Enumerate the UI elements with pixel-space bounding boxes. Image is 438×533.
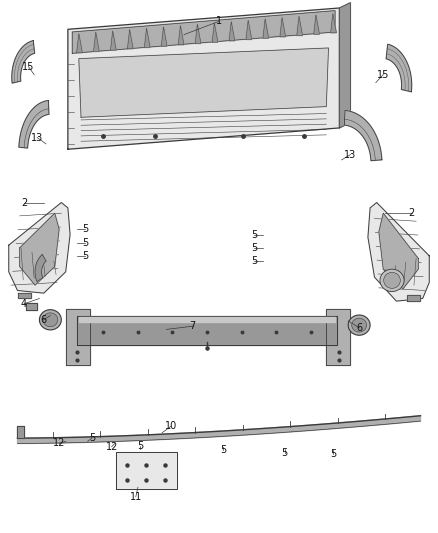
Polygon shape	[18, 416, 420, 443]
Polygon shape	[72, 11, 335, 53]
Ellipse shape	[384, 272, 400, 288]
Text: 15: 15	[22, 62, 35, 71]
Text: 5: 5	[282, 448, 288, 458]
Text: 5: 5	[251, 243, 257, 253]
Text: 11: 11	[130, 492, 142, 502]
Text: 13: 13	[344, 150, 357, 159]
Polygon shape	[26, 303, 37, 310]
Polygon shape	[79, 48, 328, 117]
Polygon shape	[263, 19, 268, 38]
Polygon shape	[12, 41, 35, 83]
Polygon shape	[379, 213, 418, 289]
Polygon shape	[145, 28, 150, 47]
Polygon shape	[331, 14, 336, 33]
Polygon shape	[9, 203, 70, 293]
Text: 5: 5	[82, 238, 88, 247]
Polygon shape	[297, 17, 303, 36]
Text: 15: 15	[377, 70, 389, 79]
Polygon shape	[77, 34, 82, 53]
Polygon shape	[79, 317, 335, 322]
Polygon shape	[344, 110, 382, 161]
Polygon shape	[17, 426, 24, 438]
Polygon shape	[161, 27, 167, 46]
Polygon shape	[94, 33, 99, 52]
Polygon shape	[195, 25, 201, 44]
Text: 5: 5	[137, 441, 143, 450]
Polygon shape	[77, 316, 337, 345]
Text: 7: 7	[190, 321, 196, 331]
Polygon shape	[314, 15, 319, 34]
Text: 5: 5	[330, 449, 336, 459]
Text: 1: 1	[216, 17, 222, 26]
Polygon shape	[35, 255, 46, 281]
Polygon shape	[19, 101, 49, 148]
Ellipse shape	[43, 313, 58, 327]
Text: 5: 5	[251, 230, 257, 239]
Text: 2: 2	[21, 198, 27, 207]
Polygon shape	[246, 20, 252, 39]
Text: 5: 5	[251, 256, 257, 266]
Ellipse shape	[39, 310, 61, 330]
Polygon shape	[326, 309, 350, 365]
Text: 13: 13	[31, 133, 43, 142]
Text: 5: 5	[220, 446, 226, 455]
Polygon shape	[178, 26, 184, 45]
Polygon shape	[20, 213, 59, 285]
Polygon shape	[212, 23, 218, 42]
Ellipse shape	[348, 315, 370, 335]
Polygon shape	[368, 203, 429, 301]
Polygon shape	[68, 8, 339, 149]
Polygon shape	[407, 295, 420, 301]
Text: 5: 5	[82, 251, 88, 261]
Text: 5: 5	[82, 224, 88, 234]
Text: 5: 5	[89, 433, 95, 443]
Polygon shape	[18, 293, 31, 298]
Text: 6: 6	[41, 315, 47, 325]
Ellipse shape	[380, 269, 404, 292]
Polygon shape	[110, 31, 116, 50]
Text: 12: 12	[53, 439, 65, 448]
Ellipse shape	[352, 318, 367, 332]
Text: 2: 2	[409, 208, 415, 218]
Text: 4: 4	[21, 299, 27, 309]
Polygon shape	[386, 44, 412, 92]
Polygon shape	[339, 3, 350, 128]
Text: 10: 10	[165, 422, 177, 431]
Polygon shape	[127, 30, 133, 49]
Polygon shape	[116, 452, 177, 489]
Polygon shape	[280, 18, 286, 37]
Text: 6: 6	[356, 323, 362, 333]
Polygon shape	[66, 309, 90, 365]
Text: 12: 12	[106, 442, 118, 451]
Polygon shape	[229, 22, 235, 41]
